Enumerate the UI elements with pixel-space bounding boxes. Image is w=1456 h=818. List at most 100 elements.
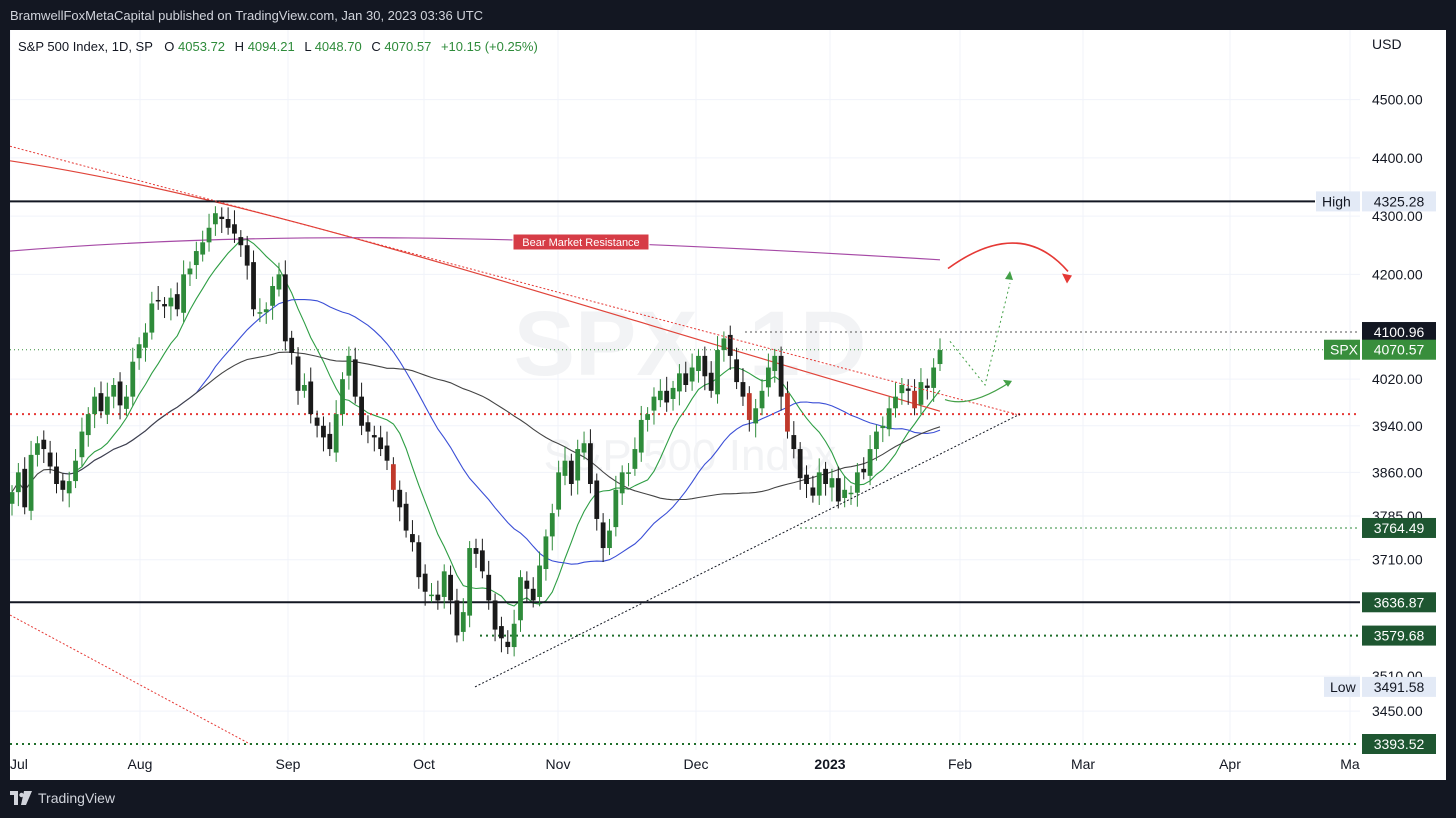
candle-body[interactable]	[740, 382, 746, 397]
candle-body[interactable]	[9, 492, 15, 504]
candle-body[interactable]	[905, 388, 911, 391]
candle-body[interactable]	[181, 274, 187, 313]
candle-body[interactable]	[352, 359, 358, 397]
candle-body[interactable]	[880, 425, 886, 429]
candle-body[interactable]	[537, 565, 542, 597]
candle-body[interactable]	[607, 530, 612, 549]
candle-body[interactable]	[676, 373, 682, 392]
candle-body[interactable]	[454, 600, 460, 636]
candle-body[interactable]	[219, 216, 225, 220]
candle-body[interactable]	[721, 338, 727, 351]
candle-body[interactable]	[518, 577, 523, 621]
candle-body[interactable]	[937, 350, 943, 365]
candle-body[interactable]	[772, 355, 778, 372]
candle-body[interactable]	[473, 548, 479, 554]
price-chart[interactable]: SPX, 1D S&P 500 Index Bear Market Resist…	[9, 30, 1446, 780]
candle-body[interactable]	[778, 355, 784, 397]
candle-body[interactable]	[918, 382, 924, 405]
candle-body[interactable]	[600, 522, 606, 549]
candle-body[interactable]	[854, 472, 860, 493]
candle-body[interactable]	[479, 550, 485, 572]
candle-body[interactable]	[98, 393, 104, 412]
candle-body[interactable]	[47, 452, 53, 467]
candle-body[interactable]	[530, 588, 536, 601]
candle-body[interactable]	[232, 224, 237, 234]
candle-body[interactable]	[282, 274, 288, 342]
candle-body[interactable]	[441, 571, 447, 597]
level-3579-badge[interactable]	[1362, 625, 1436, 646]
candle-body[interactable]	[632, 449, 638, 469]
candle-body[interactable]	[295, 356, 301, 391]
candle-body[interactable]	[683, 373, 689, 385]
candle-body[interactable]	[823, 468, 828, 484]
candle-body[interactable]	[270, 285, 276, 306]
candle-body[interactable]	[130, 361, 136, 397]
level-3636-badge[interactable]	[1362, 592, 1436, 613]
candle-body[interactable]	[371, 435, 377, 438]
candle-body[interactable]	[79, 431, 85, 458]
candle-body[interactable]	[524, 580, 530, 589]
candle-body[interactable]	[588, 443, 593, 484]
candle-body[interactable]	[276, 274, 282, 290]
candle-body[interactable]	[321, 425, 326, 438]
candle-body[interactable]	[136, 344, 142, 359]
low-badge[interactable]	[1362, 676, 1436, 697]
candle-body[interactable]	[842, 489, 848, 498]
candle-body[interactable]	[143, 332, 148, 348]
candle-body[interactable]	[422, 573, 428, 592]
candle-body[interactable]	[22, 468, 28, 508]
candle-body[interactable]	[54, 466, 59, 484]
candle-body[interactable]	[365, 422, 371, 432]
level-3393-badge[interactable]	[1362, 734, 1436, 754]
candle-body[interactable]	[416, 542, 422, 578]
candle-body[interactable]	[848, 492, 854, 495]
candle-body[interactable]	[460, 612, 466, 632]
candle-body[interactable]	[257, 312, 263, 314]
candle-body[interactable]	[35, 443, 40, 455]
candle-body[interactable]	[104, 396, 110, 415]
candle-body[interactable]	[664, 390, 670, 403]
candle-body[interactable]	[829, 478, 835, 488]
candle-body[interactable]	[111, 384, 117, 397]
candle-body[interactable]	[924, 385, 930, 388]
candle-body[interactable]	[702, 355, 708, 377]
candle-body[interactable]	[816, 472, 822, 496]
candle-body[interactable]	[359, 396, 364, 426]
candle-body[interactable]	[206, 227, 212, 243]
candle-body[interactable]	[797, 449, 803, 479]
candle-body[interactable]	[174, 294, 180, 310]
candle-body[interactable]	[568, 460, 574, 484]
candle-body[interactable]	[931, 367, 937, 388]
level-3764-badge[interactable]	[1362, 517, 1436, 538]
candle-body[interactable]	[238, 237, 244, 246]
tradingview-logo[interactable]: TradingView	[10, 790, 115, 806]
candle-body[interactable]	[410, 534, 415, 543]
candle-body[interactable]	[15, 472, 21, 493]
candle-body[interactable]	[327, 433, 333, 450]
candle-body[interactable]	[753, 408, 759, 424]
candle-body[interactable]	[314, 417, 320, 426]
candle-body[interactable]	[435, 594, 441, 601]
candle-body[interactable]	[467, 548, 473, 616]
candle-body[interactable]	[696, 355, 701, 372]
candle-body[interactable]	[511, 623, 517, 648]
candle-body[interactable]	[715, 350, 720, 395]
candle-body[interactable]	[155, 299, 161, 302]
candle-body[interactable]	[499, 626, 504, 639]
candle-body[interactable]	[301, 384, 307, 391]
candle-body[interactable]	[670, 387, 676, 399]
candle-body[interactable]	[168, 297, 174, 307]
candle-body[interactable]	[397, 489, 403, 508]
candle-body[interactable]	[613, 489, 619, 528]
candle-body[interactable]	[162, 304, 167, 307]
candle-body[interactable]	[193, 251, 199, 266]
time-axis[interactable]: Jul Aug Sep Oct Nov Dec 2023 Feb Mar Apr Ma	[10, 756, 1360, 772]
candle-body[interactable]	[912, 390, 917, 409]
candle-body[interactable]	[689, 367, 695, 382]
price-axis[interactable]: USD 4500.00 4400.00 4300.00 4200.00 4020.00 3…	[1316, 36, 1436, 754]
candle-body[interactable]	[594, 480, 600, 519]
candle-body[interactable]	[251, 262, 256, 310]
candle-body[interactable]	[41, 439, 47, 450]
candle-body[interactable]	[263, 309, 269, 313]
level-4100-badge[interactable]	[1362, 322, 1436, 343]
